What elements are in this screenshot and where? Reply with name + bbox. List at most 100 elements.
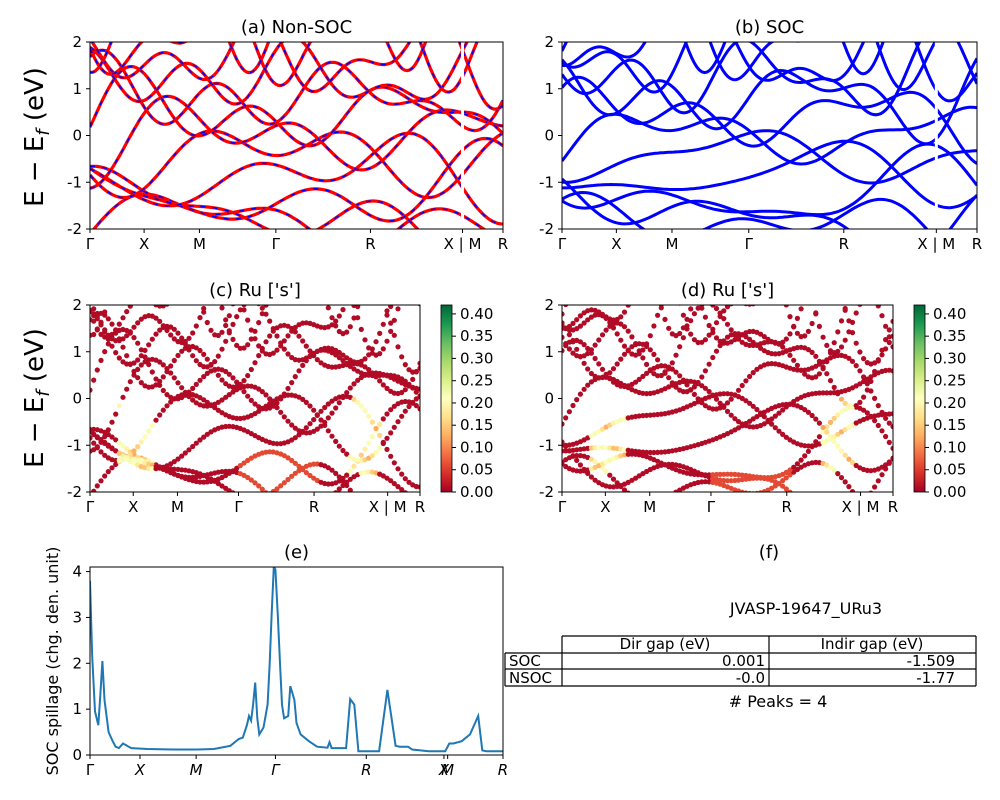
projection-point <box>805 409 812 415</box>
projection-point <box>399 389 405 396</box>
projection-point <box>289 457 295 464</box>
projection-point <box>592 459 598 465</box>
projection-point <box>256 386 262 392</box>
plot-frame <box>561 304 894 493</box>
projection-point <box>879 428 885 434</box>
projection-point <box>160 323 166 329</box>
projection-point <box>735 387 742 393</box>
projection-point <box>417 484 420 490</box>
projection-point <box>886 439 892 445</box>
projection-point <box>102 473 108 479</box>
projection-point <box>890 344 893 350</box>
panel-c-ru-s-projection: (c) Ru ['s'] -2 -1 0 1 2 Γ X M Γ R X | M R <box>67 280 425 516</box>
projection-point <box>318 423 324 429</box>
projection-point <box>377 351 383 357</box>
y-tick-label: -2 <box>539 483 554 501</box>
projection-point <box>691 391 698 397</box>
projection-point <box>292 324 298 330</box>
projection-point <box>318 408 324 414</box>
x-tick-label: X | M <box>842 498 880 516</box>
projection-point <box>861 394 867 400</box>
projection-point <box>120 344 126 350</box>
x-tick-label: Γ <box>272 235 281 253</box>
projection-point <box>794 330 801 336</box>
projection-point <box>835 443 841 449</box>
projection-point <box>105 442 111 448</box>
projection-point <box>384 446 390 452</box>
projection-point <box>791 464 797 470</box>
projection-point <box>563 448 569 454</box>
projection-point <box>120 394 126 400</box>
projection-point <box>827 464 834 470</box>
projection-point <box>120 336 126 342</box>
svg-text:E − Ef (eV): E − Ef (eV) <box>20 67 54 207</box>
projection-point <box>160 305 166 309</box>
y-tick-label: -2 <box>67 220 82 238</box>
projection-point <box>783 486 789 492</box>
projection-point <box>208 327 214 333</box>
projection-point <box>373 339 379 345</box>
projection-point <box>263 493 268 498</box>
colorbar-tick-label: 0.25 <box>460 372 493 390</box>
projection-point <box>621 351 628 357</box>
x-tick-label: X | M <box>917 235 955 253</box>
projection-point <box>377 432 383 438</box>
projection-point <box>160 362 166 368</box>
projection-point <box>219 329 225 335</box>
projection-point <box>780 339 786 345</box>
x-tick-label: M <box>665 235 678 253</box>
projection-point <box>333 470 339 476</box>
projection-point <box>90 387 93 393</box>
projection-point <box>603 327 609 333</box>
projection-point <box>406 403 412 410</box>
band-line-soc <box>562 129 977 185</box>
projection-point <box>94 313 100 319</box>
projection-point <box>153 417 159 423</box>
x-tick-label: R <box>415 498 425 516</box>
projection-point <box>647 367 653 373</box>
projection-point <box>263 339 269 345</box>
projection-point <box>780 407 786 413</box>
projection-point <box>827 378 834 384</box>
projection-point <box>120 443 126 449</box>
projection-point <box>237 345 243 351</box>
projection-point <box>820 334 826 340</box>
projection-point <box>395 484 401 490</box>
projection-point <box>230 375 236 381</box>
projection-point <box>237 381 243 387</box>
projection-point <box>171 396 177 402</box>
projection-point <box>673 369 679 375</box>
y-tick-label: -1 <box>67 436 82 454</box>
projection-point <box>710 305 716 308</box>
projection-point <box>805 347 812 353</box>
projection-point <box>223 338 229 344</box>
band-line-dashed <box>90 42 478 93</box>
projection-point <box>300 362 306 368</box>
projection-point <box>702 368 709 374</box>
projection-point <box>168 363 174 369</box>
projection-point <box>780 431 786 437</box>
projection-point <box>758 345 764 351</box>
projection-point <box>702 385 709 391</box>
projection-point <box>263 490 269 492</box>
colorbar-tick-label: 0.35 <box>460 327 493 345</box>
projection-point <box>369 370 375 376</box>
projection-point <box>105 334 111 340</box>
projection-point <box>142 434 148 440</box>
projection-point <box>113 350 119 356</box>
projection-point <box>245 373 251 379</box>
colorbar-d <box>913 304 926 493</box>
projection-point <box>838 409 845 415</box>
projection-point <box>853 310 859 316</box>
projection-point <box>747 336 753 342</box>
y-axis-label-middle: E − Ef (eV) <box>20 328 54 468</box>
projection-point <box>362 408 368 414</box>
x-tick-label: X <box>438 761 450 779</box>
projection-point <box>581 386 587 392</box>
projection-point <box>610 379 617 385</box>
projection-point <box>256 353 262 359</box>
table-row-soc-dir: 0.001 <box>722 652 765 670</box>
projection-point <box>270 350 276 356</box>
projection-point <box>857 349 863 355</box>
projection-point <box>831 467 837 473</box>
